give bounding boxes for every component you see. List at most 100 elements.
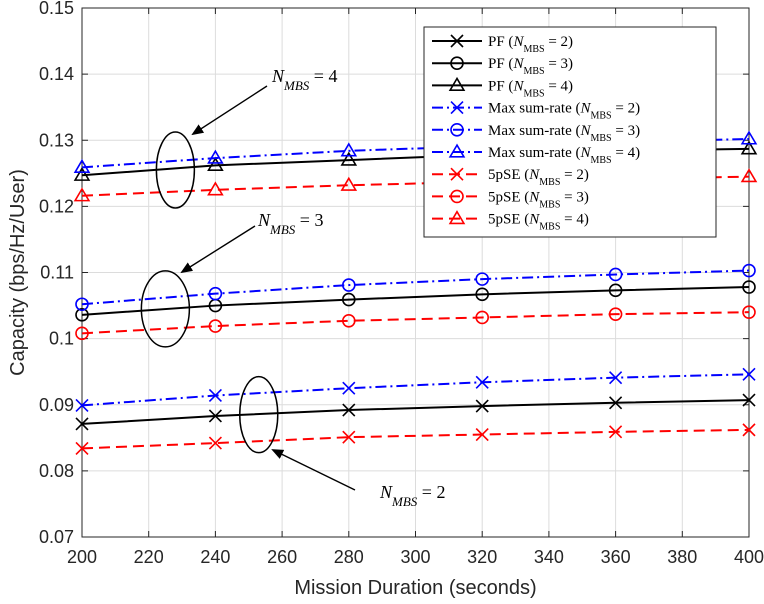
y-tick-label: 0.12 bbox=[39, 196, 74, 216]
data-point bbox=[207, 156, 224, 172]
legend-prefix: Max sum-rate ( bbox=[488, 101, 580, 117]
data-point bbox=[207, 149, 224, 164]
y-tick-label: 0.09 bbox=[39, 395, 74, 415]
y-axis-title: Capacity (bps/Hz/User) bbox=[7, 169, 29, 376]
data-point bbox=[742, 423, 756, 437]
legend-label: 5pSE (NMBS = 2) bbox=[488, 167, 589, 188]
legend-value: = 4) bbox=[545, 78, 573, 94]
y-tick-label: 0.13 bbox=[39, 130, 74, 150]
data-point bbox=[208, 409, 222, 423]
legend-entry: PF (NMBS = 4) bbox=[432, 76, 573, 99]
legend-value: = 3) bbox=[545, 56, 573, 72]
data-point bbox=[475, 375, 489, 389]
annotation-ellipse bbox=[239, 375, 279, 454]
data-point-stroke-b bbox=[75, 417, 89, 431]
legend-entry: Max sum-rate (NMBS = 4) bbox=[432, 143, 640, 166]
annotation-ellipse bbox=[140, 270, 191, 348]
legend-symbol: N bbox=[528, 212, 540, 228]
legend-symbol: N bbox=[512, 56, 524, 72]
legend-prefix: 5pSE ( bbox=[488, 189, 529, 205]
x-tick-label: 300 bbox=[400, 547, 430, 567]
data-point bbox=[742, 263, 756, 278]
series-7 bbox=[75, 305, 756, 341]
legend-label: PF (NMBS = 3) bbox=[488, 56, 573, 77]
annotation-2: NMBS = 2 bbox=[239, 375, 445, 509]
legend-entry: 5pSE (NMBS = 2) bbox=[432, 167, 589, 188]
data-point-stroke-b bbox=[208, 436, 222, 450]
data-point bbox=[341, 278, 356, 292]
legend-subscript: MBS bbox=[539, 199, 560, 210]
legend-marker-stroke-b bbox=[450, 34, 464, 48]
legend-prefix: Max sum-rate ( bbox=[488, 145, 580, 161]
x-tick-label: 380 bbox=[667, 547, 697, 567]
annotation-1: NMBS = 3 bbox=[140, 210, 323, 348]
data-point-stroke-b bbox=[342, 381, 356, 395]
axis-ticks: 200 220 240 260 280 300 320 340 360 380 400 0.07 0.0… bbox=[39, 0, 764, 567]
data-point bbox=[740, 140, 758, 155]
legend-symbol: N bbox=[528, 167, 540, 183]
y-tick-label: 0.15 bbox=[39, 0, 74, 18]
legend-label: Max sum-rate (NMBS = 2) bbox=[488, 101, 640, 122]
series-line bbox=[81, 286, 750, 316]
legend-value: = 4) bbox=[612, 145, 640, 161]
data-point bbox=[341, 313, 356, 328]
data-point bbox=[75, 308, 89, 322]
data-point-stroke-b bbox=[75, 441, 89, 455]
annotation-arrow bbox=[271, 449, 356, 491]
y-tick-label: 0.1 bbox=[49, 329, 74, 349]
legend: PF (NMBS = 2)PF (NMBS = 3)PF (NMBS = 4)M… bbox=[423, 26, 717, 238]
data-point bbox=[475, 427, 489, 442]
data-point bbox=[742, 367, 756, 381]
data-point-stroke-b bbox=[475, 375, 489, 389]
data-point bbox=[340, 176, 358, 191]
legend-subscript: MBS bbox=[523, 44, 544, 55]
annotation-var: N bbox=[257, 210, 271, 230]
legend-symbol: N bbox=[579, 145, 591, 161]
data-point bbox=[608, 307, 623, 321]
legend-marker bbox=[448, 76, 466, 92]
legend-marker bbox=[448, 210, 466, 225]
annotation-label: NMBS = 2 bbox=[379, 482, 445, 509]
legend-prefix: 5pSE ( bbox=[488, 167, 529, 183]
annotation-value: = 2 bbox=[417, 482, 445, 502]
x-tick-label: 200 bbox=[67, 547, 97, 567]
data-point bbox=[208, 388, 222, 403]
series-line bbox=[81, 399, 750, 425]
legend-value: = 4) bbox=[560, 212, 588, 228]
legend-marker bbox=[450, 101, 464, 115]
legend-prefix: PF ( bbox=[488, 34, 513, 50]
x-tick-label: 360 bbox=[601, 547, 631, 567]
legend-subscript: MBS bbox=[539, 177, 560, 188]
legend-subscript: MBS bbox=[590, 132, 611, 143]
legend-entry: Max sum-rate (NMBS = 3) bbox=[432, 123, 640, 143]
legend-marker-stroke-b bbox=[450, 101, 464, 115]
data-point-stroke-b bbox=[475, 427, 489, 442]
data-point-stroke-b bbox=[742, 367, 756, 381]
annotation-subscript: MBS bbox=[269, 222, 296, 237]
legend-subscript: MBS bbox=[539, 221, 560, 232]
y-tick-label: 0.08 bbox=[39, 461, 74, 481]
legend-value: = 3) bbox=[612, 123, 640, 139]
data-point bbox=[342, 403, 356, 417]
legend-symbol: N bbox=[528, 189, 540, 205]
data-point-stroke-b bbox=[609, 425, 623, 439]
data-point bbox=[73, 166, 91, 181]
data-point bbox=[742, 280, 756, 294]
legend-prefix: PF ( bbox=[488, 56, 513, 72]
data-point bbox=[342, 381, 356, 395]
x-tick-label: 320 bbox=[467, 547, 497, 567]
legend-entry: PF (NMBS = 2) bbox=[432, 34, 573, 55]
legend-value: = 2) bbox=[545, 34, 573, 50]
data-point bbox=[73, 187, 91, 202]
annotation-arrow bbox=[180, 225, 256, 274]
legend-symbol: N bbox=[512, 34, 524, 50]
legend-symbol: N bbox=[579, 123, 591, 139]
annotation-subscript: MBS bbox=[391, 494, 418, 509]
legend-entry: Max sum-rate (NMBS = 2) bbox=[432, 101, 640, 122]
data-point bbox=[740, 168, 758, 183]
data-point bbox=[341, 292, 356, 307]
data-point bbox=[608, 267, 623, 282]
data-point-stroke-b bbox=[342, 403, 356, 417]
annotation-var: N bbox=[271, 66, 285, 86]
